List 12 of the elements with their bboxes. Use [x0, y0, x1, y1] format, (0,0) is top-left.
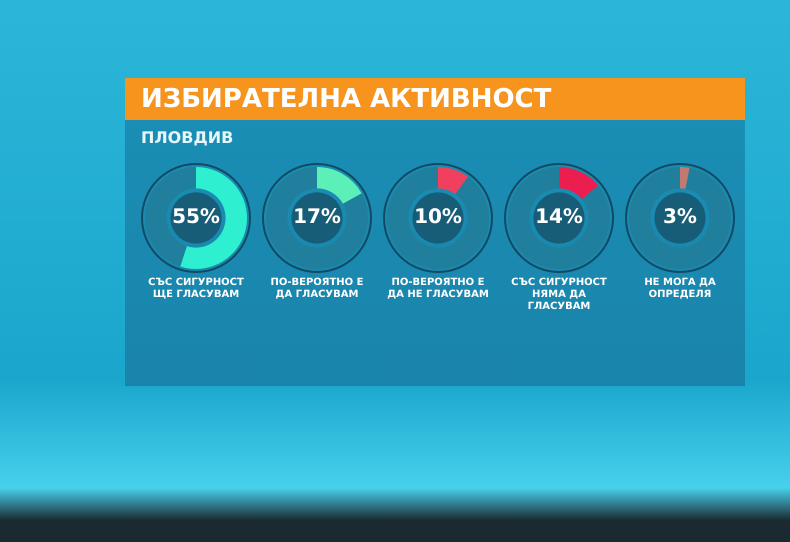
data-label: 55%	[172, 204, 220, 228]
data-label: 14%	[535, 204, 583, 228]
data-label: 10%	[414, 204, 462, 228]
chart-subtitle: ПЛОВДИВ	[140, 127, 234, 149]
data-label: 17%	[293, 204, 341, 228]
text: ПО-ВЕРОЯТНО Е ДА ГЛАСУВАМ	[270, 277, 364, 300]
text: СЪС СИГУРНОСТ НЯМА ДА ГЛАСУВАМ	[511, 277, 607, 312]
text: НЕ МОГА ДА ОПРЕДЕЛЯ	[644, 277, 716, 300]
text: СЪС СИГУРНОСТ ЩЕ ГЛАСУВАМ	[148, 277, 244, 300]
text: ПО-ВЕРОЯТНО Е ДА НЕ ГЛАСУВАМ	[387, 277, 489, 300]
data-label: 3%	[663, 204, 697, 228]
text: ИЗБИРАТЕЛНА АКТИВНОСТ	[125, 78, 745, 120]
